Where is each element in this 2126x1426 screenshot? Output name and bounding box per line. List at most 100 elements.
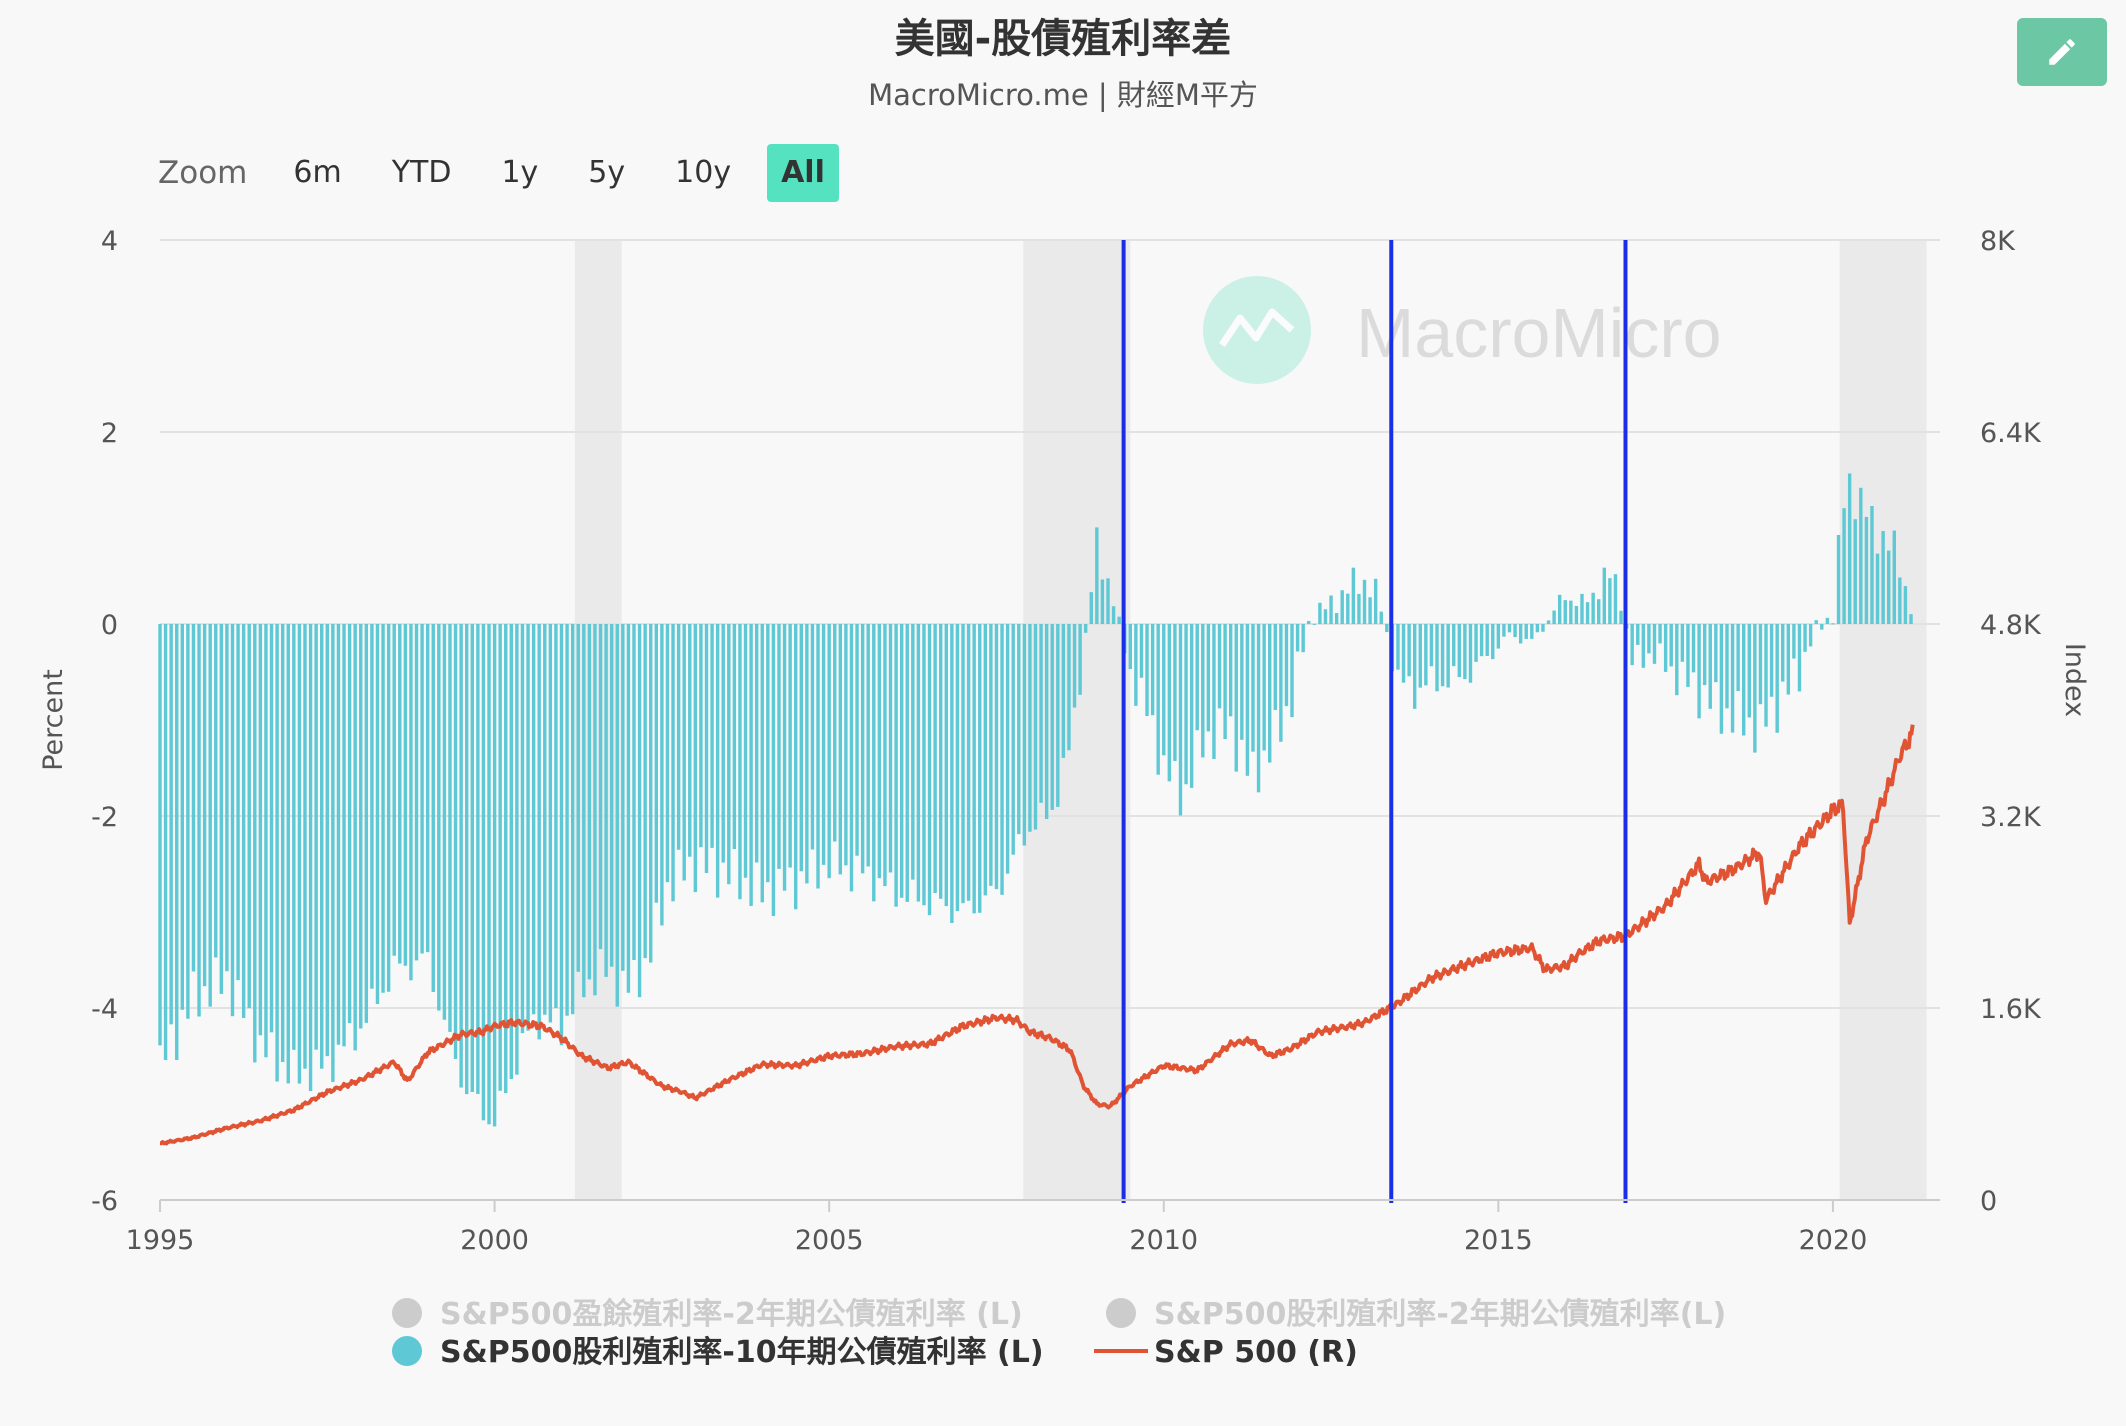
bar [821, 624, 826, 865]
legend-item-dividend-yield-10y-marker [392, 1336, 422, 1366]
legend-item-earnings-yield-2y-marker [392, 1298, 422, 1328]
bar [637, 624, 642, 998]
bar [799, 624, 803, 872]
bar [1189, 624, 1194, 788]
bar [1479, 624, 1484, 657]
bar [1407, 624, 1411, 677]
bar [916, 624, 921, 902]
bar [225, 624, 229, 972]
pencil-icon [2049, 39, 2075, 65]
bar [1056, 624, 1060, 807]
bar [1418, 624, 1422, 688]
zoom-ytd-button[interactable]: YTD [391, 155, 452, 190]
bar [1089, 592, 1093, 624]
bar [1061, 624, 1066, 758]
bar [1329, 595, 1333, 624]
bar [1256, 624, 1261, 793]
y-left-tick-label: 4 [101, 226, 118, 257]
bar [1764, 624, 1768, 727]
bar [978, 624, 982, 913]
bar [1518, 624, 1523, 644]
zoom-all-button[interactable]: All [767, 144, 839, 202]
vertical-markers [1121, 240, 1628, 1203]
legend-item-dividend-yield-10y[interactable]: S&P500股利殖利率-10年期公債殖利率 (L) [440, 1335, 1044, 1370]
bar [175, 624, 179, 1061]
bar [1106, 578, 1110, 624]
bar [1792, 624, 1796, 659]
bar [359, 624, 363, 1029]
zoom-6m-button[interactable]: 6m [293, 155, 342, 190]
bar [1836, 534, 1841, 624]
bar [849, 624, 854, 892]
bar [1619, 610, 1623, 624]
bar [1167, 624, 1172, 782]
bar [810, 624, 815, 850]
bar [1691, 624, 1696, 673]
bar [1831, 623, 1835, 625]
y-left-tick-label: 0 [101, 610, 118, 641]
bar [1223, 624, 1227, 740]
bar [537, 624, 541, 1040]
bar [286, 624, 290, 1084]
bar [1898, 577, 1902, 624]
bar [381, 624, 385, 993]
bar [1273, 624, 1277, 710]
bar [442, 624, 447, 1020]
bar [1725, 624, 1729, 709]
bar [860, 624, 865, 874]
legend-item-dividend-yield-2y[interactable]: S&P500股利殖利率-2年期公債殖利率(L) [1154, 1297, 1726, 1332]
bar [1613, 574, 1618, 624]
bar [1100, 579, 1105, 624]
zoom-5y-button[interactable]: 5y [588, 155, 626, 190]
bar [1362, 579, 1367, 624]
legend-item-earnings-yield-2y[interactable]: S&P500盈餘殖利率-2年期公債殖利率 (L) [440, 1297, 1023, 1332]
bar [1803, 624, 1807, 652]
bar [1870, 506, 1874, 624]
bar [169, 624, 173, 1025]
bar [699, 624, 703, 848]
bar [264, 624, 268, 1058]
bar [1312, 623, 1317, 625]
bar [275, 624, 279, 1082]
bar [1000, 624, 1004, 895]
zoom-10y-button[interactable]: 10y [675, 155, 732, 190]
bar [1228, 624, 1233, 717]
bar [888, 624, 893, 873]
bar [247, 624, 251, 1009]
bar [1022, 624, 1027, 846]
bar [1307, 620, 1311, 624]
bar [1251, 624, 1255, 752]
bar [1351, 567, 1356, 624]
bar [1117, 616, 1121, 624]
x-tick-label: 2015 [1464, 1225, 1533, 1256]
bar [465, 624, 469, 1095]
recession-band [1839, 240, 1927, 1200]
bar [1452, 624, 1456, 667]
zoom-1y-button[interactable]: 1y [501, 155, 539, 190]
bar [308, 624, 313, 1092]
x-tick-label: 2020 [1799, 1225, 1868, 1256]
bar [1702, 624, 1707, 686]
bar [342, 624, 346, 1047]
legend-item-sp500[interactable]: S&P 500 (R) [1154, 1335, 1358, 1370]
legend: S&P500盈餘殖利率-2年期公債殖利率 (L) S&P500股利殖利率-2年期公… [392, 1297, 1726, 1370]
bar [1859, 487, 1863, 624]
bar [944, 624, 948, 907]
bar [520, 624, 525, 1034]
bar [844, 624, 848, 866]
recession-band [1023, 240, 1131, 1200]
bar [280, 624, 285, 1062]
bar [504, 624, 508, 1094]
bar [163, 624, 168, 1061]
bar [1753, 624, 1757, 753]
bar [816, 624, 820, 889]
x-tick-label: 1995 [126, 1225, 195, 1256]
bar [236, 624, 240, 981]
bar [1245, 624, 1250, 776]
bar [398, 624, 402, 964]
bar [1557, 594, 1562, 624]
bar [788, 624, 792, 868]
edit-button[interactable] [2017, 18, 2107, 86]
bar [911, 624, 915, 880]
bar [1875, 553, 1880, 624]
